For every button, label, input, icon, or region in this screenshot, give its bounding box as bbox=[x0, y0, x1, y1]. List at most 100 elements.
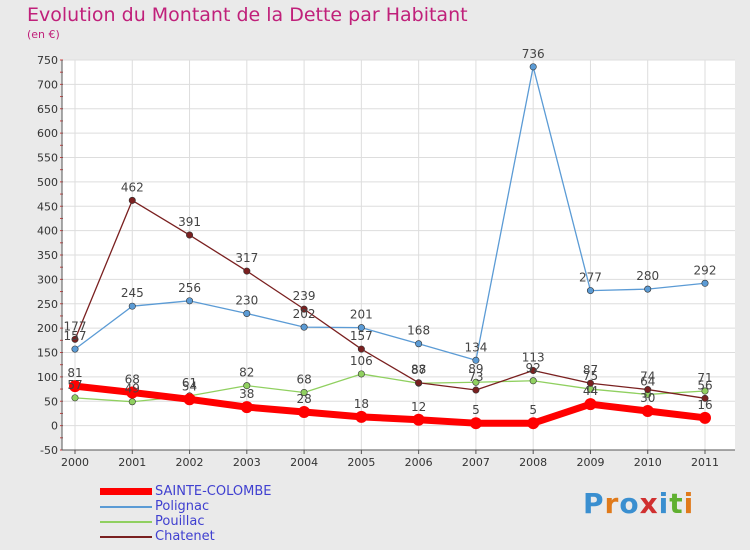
data-label: 68 bbox=[296, 372, 311, 386]
data-labels: 81 68 54 38 28 18 12 5 5 44 30 16 157 245 256 230 202 201… bbox=[64, 47, 717, 417]
data-label: 202 bbox=[293, 307, 316, 321]
legend-swatch bbox=[100, 488, 152, 495]
y-tick-label: 500 bbox=[37, 176, 58, 189]
data-label: 71 bbox=[697, 371, 712, 385]
data-point bbox=[472, 378, 480, 386]
data-point bbox=[641, 405, 654, 417]
data-point bbox=[469, 417, 482, 430]
data-point bbox=[586, 287, 594, 295]
data-point bbox=[472, 356, 480, 364]
data-point bbox=[128, 398, 136, 406]
x-tick-label: 2001 bbox=[118, 456, 146, 469]
data-point bbox=[529, 377, 537, 385]
data-point bbox=[357, 370, 365, 378]
data-label: 280 bbox=[636, 269, 659, 283]
x-tick-label: 2003 bbox=[233, 456, 261, 469]
data-label: 44 bbox=[583, 384, 598, 398]
data-label: 18 bbox=[354, 397, 369, 411]
data-label: 16 bbox=[697, 398, 712, 412]
data-label: 88 bbox=[411, 363, 426, 377]
data-point bbox=[472, 386, 480, 394]
data-label: 462 bbox=[121, 180, 144, 194]
series bbox=[69, 63, 711, 430]
data-point bbox=[699, 411, 711, 424]
data-label: 157 bbox=[350, 329, 373, 343]
x-tick-label: 2006 bbox=[405, 456, 433, 469]
data-label: 56 bbox=[697, 378, 712, 392]
data-label: 277 bbox=[579, 271, 602, 285]
y-tick-label: 50 bbox=[44, 395, 58, 408]
legend-label: Chatenet bbox=[155, 529, 215, 544]
data-label: 256 bbox=[178, 281, 201, 295]
data-label: 28 bbox=[296, 392, 311, 406]
data-label: 64 bbox=[640, 374, 655, 388]
x-tick-label: 2008 bbox=[519, 456, 547, 469]
data-label: 157 bbox=[64, 329, 87, 343]
data-point bbox=[71, 345, 79, 353]
y-tick-label: 400 bbox=[37, 225, 58, 238]
y-tick-label: 450 bbox=[37, 200, 58, 213]
legend-item: Chatenet bbox=[100, 529, 271, 544]
data-label: 317 bbox=[235, 251, 258, 265]
data-point bbox=[701, 387, 709, 395]
legend-label: Pouillac bbox=[155, 514, 205, 529]
data-point bbox=[128, 196, 136, 204]
legend-label: Polignac bbox=[155, 499, 210, 514]
data-point bbox=[357, 345, 365, 353]
data-label: 230 bbox=[235, 294, 258, 308]
legend-swatch bbox=[100, 535, 152, 538]
data-label: 49 bbox=[125, 382, 140, 396]
data-label: 73 bbox=[468, 370, 483, 384]
series-line-polignac bbox=[74, 66, 706, 361]
y-tick-label: 650 bbox=[37, 103, 58, 116]
grid bbox=[62, 59, 735, 451]
series-line-sainte-colombe bbox=[71, 382, 709, 427]
legend: SAINTE-COLOMBE Polignac Pouillac Chatenet bbox=[100, 484, 271, 544]
data-point bbox=[186, 297, 194, 305]
data-point bbox=[300, 388, 308, 396]
legend-item: Pouillac bbox=[100, 514, 271, 529]
y-tick-label: 750 bbox=[37, 54, 58, 67]
x-tick-label: 2009 bbox=[576, 456, 604, 469]
data-label: 92 bbox=[526, 361, 541, 375]
y-tick-label: -50 bbox=[40, 444, 58, 457]
x-tick-label: 2002 bbox=[176, 456, 204, 469]
legend-swatch bbox=[100, 520, 152, 523]
data-point bbox=[584, 398, 597, 411]
data-label: 736 bbox=[522, 47, 545, 61]
y-tick-label: 350 bbox=[37, 249, 58, 262]
y-tick-label: 300 bbox=[37, 273, 58, 286]
x-tick-label: 2007 bbox=[462, 456, 490, 469]
data-label: 75 bbox=[583, 369, 598, 383]
data-point bbox=[243, 267, 251, 275]
data-point bbox=[701, 394, 709, 402]
data-point bbox=[71, 394, 79, 402]
data-point bbox=[415, 340, 423, 348]
data-label: 134 bbox=[464, 340, 487, 354]
data-point bbox=[644, 386, 652, 394]
logo-letter: r bbox=[604, 487, 620, 520]
y-tick-label: 0 bbox=[51, 420, 58, 433]
data-point bbox=[183, 393, 196, 406]
legend-item: Polignac bbox=[100, 499, 271, 514]
data-point bbox=[243, 309, 251, 317]
data-point bbox=[357, 324, 365, 332]
data-point bbox=[529, 367, 537, 375]
x-tick-label: 2005 bbox=[347, 456, 375, 469]
data-label: 201 bbox=[350, 308, 373, 322]
data-point bbox=[527, 417, 540, 430]
data-label: 113 bbox=[522, 351, 545, 365]
data-label: 106 bbox=[350, 354, 373, 368]
data-label: 245 bbox=[121, 286, 144, 300]
data-label: 30 bbox=[640, 391, 655, 405]
logo-letter: x bbox=[639, 487, 659, 520]
x-tick-label: 2011 bbox=[691, 456, 719, 469]
data-point bbox=[243, 382, 251, 390]
data-label: 87 bbox=[411, 363, 426, 377]
axes: -50 0 50 100 150 200 250 300 350 400 450 500 550 600 6… bbox=[37, 54, 735, 469]
data-point bbox=[586, 379, 594, 387]
x-tick-label: 2010 bbox=[634, 456, 662, 469]
data-point bbox=[300, 323, 308, 331]
